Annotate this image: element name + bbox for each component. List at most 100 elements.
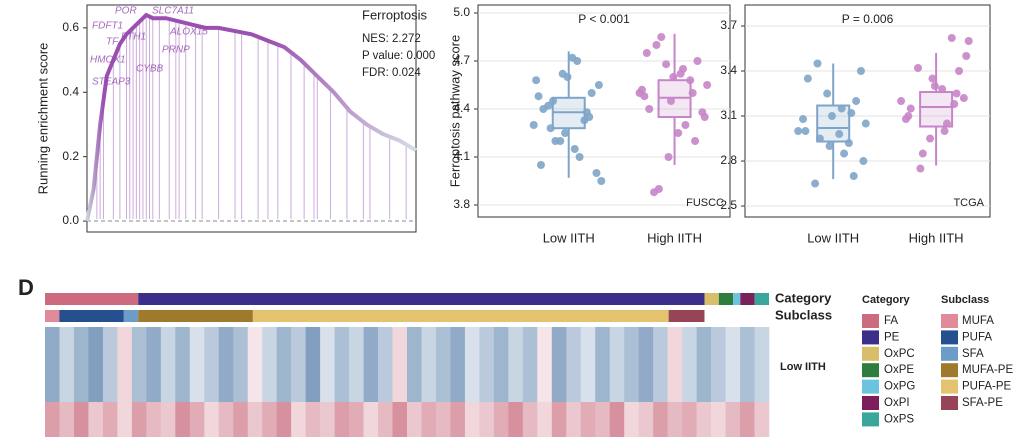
legend-label: PE <box>884 331 900 343</box>
point <box>897 97 906 106</box>
heatmap-cell <box>667 402 683 437</box>
point <box>950 100 959 109</box>
y-tick-label: 4.7 <box>453 53 470 67</box>
gene-label: ALOX15 <box>169 27 208 38</box>
heatmap-cell <box>349 402 364 437</box>
point <box>962 52 971 61</box>
x-tick-label: Low IITH <box>807 230 859 245</box>
heatmap-cell <box>392 327 408 402</box>
heatmap-cell <box>595 327 611 402</box>
p-annotation: P < 0.001 <box>578 12 630 26</box>
heatmap-cell <box>537 402 553 437</box>
point <box>918 149 927 158</box>
heatmap-cell <box>291 402 306 437</box>
x-tick-label: High IITH <box>647 230 702 245</box>
point <box>664 153 673 161</box>
heatmap-cell <box>262 327 277 402</box>
heatmap-cell <box>117 327 133 402</box>
heatmap-cell <box>479 402 495 437</box>
heatmap-cell <box>59 327 75 402</box>
heatmap-cell <box>653 327 668 402</box>
point <box>844 139 853 148</box>
subclass-segment <box>45 310 60 322</box>
legend-swatch <box>862 346 879 361</box>
point <box>942 119 951 128</box>
heatmap-cell <box>146 402 162 437</box>
heatmap-cell <box>189 327 205 402</box>
legend-swatch <box>862 363 879 378</box>
heatmap-cell <box>421 327 437 402</box>
point <box>940 127 949 136</box>
subclass-segment <box>668 310 705 322</box>
heatmap-cell <box>595 402 611 437</box>
gsea-stat: NES: 2.272 <box>362 33 421 45</box>
gene-label: FDFT1 <box>92 21 123 32</box>
heatmap-cell <box>160 327 176 402</box>
legend-label: PUFA-PE <box>962 381 1012 393</box>
heatmap-cell <box>305 402 321 437</box>
heatmap-cell <box>653 402 668 437</box>
subclass-segment <box>138 310 253 322</box>
point <box>657 33 666 41</box>
y-tick-label: 0.4 <box>62 84 79 98</box>
y-tick-label: 3.8 <box>453 197 470 211</box>
point <box>662 60 671 69</box>
point <box>856 67 865 76</box>
legend-title: Category <box>862 294 911 306</box>
heatmap-cell <box>450 327 466 402</box>
point <box>913 64 922 73</box>
heatmap-cell <box>218 402 234 437</box>
legend-title: Subclass <box>941 294 989 306</box>
category-segment <box>718 293 734 305</box>
point <box>568 53 577 62</box>
y-tick-label: 0.0 <box>62 213 79 227</box>
heatmap-cell <box>522 402 538 437</box>
heatmap-cell <box>682 327 697 402</box>
legend-swatch <box>862 412 879 427</box>
y-tick-label: 4.4 <box>453 101 470 115</box>
point <box>859 157 868 166</box>
heatmap-cell <box>247 327 263 402</box>
heatmap-cell <box>276 327 292 402</box>
heatmap-cell <box>204 327 220 402</box>
panel-label: TCGA <box>953 197 984 209</box>
heatmap-cell <box>363 402 379 437</box>
heatmap-cell <box>407 402 422 437</box>
point <box>640 92 649 101</box>
heatmap-cell <box>73 402 89 437</box>
point <box>666 97 675 105</box>
point <box>847 109 856 118</box>
category-segment <box>733 293 741 305</box>
heatmap-cell <box>479 327 495 402</box>
heatmap-cell <box>102 327 118 402</box>
heatmap-cell <box>233 402 249 437</box>
gene-label: HMOX1 <box>90 55 126 66</box>
heatmap-cell <box>551 402 567 437</box>
heatmap-cell <box>59 402 75 437</box>
heatmap-cell <box>522 327 538 402</box>
heatmap-cell <box>175 327 191 402</box>
legend-swatch <box>941 396 958 410</box>
category-segment <box>754 293 769 305</box>
heatmap-cell <box>146 327 162 402</box>
heatmap-cell <box>320 327 335 402</box>
heatmap-cell <box>493 402 509 437</box>
point <box>952 89 961 98</box>
y-tick-label: 3.1 <box>720 108 737 122</box>
heatmap-cell <box>711 327 726 402</box>
legend-label: SFA-PE <box>962 397 1003 409</box>
heatmap-cell <box>464 402 480 437</box>
category-segment <box>138 293 705 305</box>
heatmap-cell <box>609 327 625 402</box>
point <box>938 85 947 94</box>
heatmap-cell <box>609 402 625 437</box>
point <box>852 97 861 106</box>
y-tick-label: 3.7 <box>720 18 737 32</box>
heatmap-cell <box>421 402 437 437</box>
heatmap-cell <box>566 327 582 402</box>
heatmap-cell <box>218 327 234 402</box>
gene-label: SLC7A11 <box>152 6 194 17</box>
point <box>930 82 939 91</box>
y-tick-label: 0.2 <box>62 149 79 163</box>
